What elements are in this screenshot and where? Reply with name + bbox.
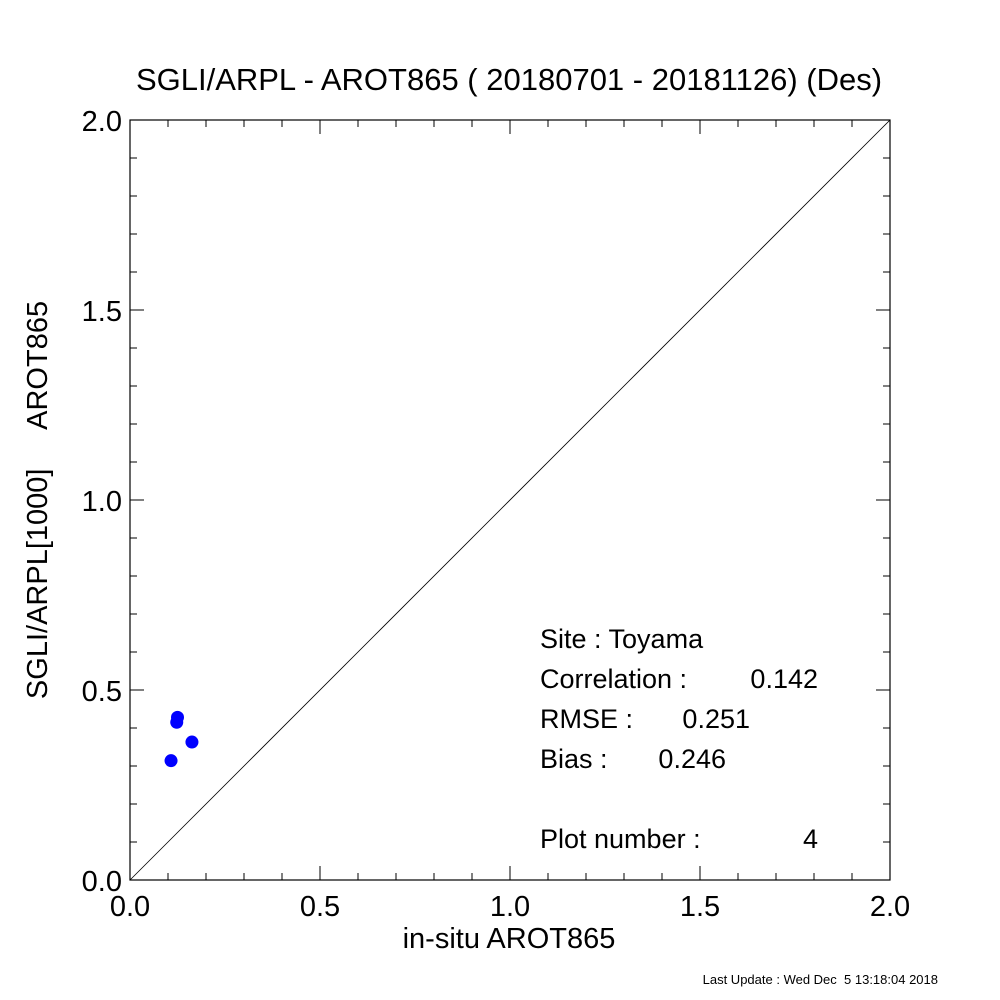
y-tick-label: 0.0 [82,866,122,898]
stats-value: 0.246 [658,744,726,774]
data-point [185,735,199,749]
last-update-footer: Last Update : Wed Dec 5 13:18:04 2018 [702,972,938,987]
stats-value: 0.142 [750,664,818,694]
stats-label: Correlation : [540,664,687,694]
data-point [164,754,178,768]
stats-label: RMSE : [540,704,633,734]
stats-label: Bias : [540,744,608,774]
chart-title: SGLI/ARPL - AROT865 ( 20180701 - 2018112… [136,62,882,97]
stats-panel: Site : Toyama Correlation : 0.142 RMSE : 0.2… [540,624,818,854]
tick-labels: 0.0 0.5 1.0 1.5 2.0 0.0 0.5 1.0 1.5 2.0 [82,106,910,923]
y-tick-label: 2.0 [82,106,122,138]
y-axis-label: SGLI/ARPL[1000] AROT865 [22,301,54,699]
x-tick-label: 0.0 [110,891,150,923]
stats-value: 4 [803,824,818,854]
data-points [164,710,199,768]
y-tick-label: 0.5 [82,676,122,708]
x-axis-label: in-situ AROT865 [403,923,616,955]
plot-area [129,119,891,881]
x-tick-label: 1.0 [490,891,530,923]
y-tick-label: 1.5 [82,296,122,328]
data-point [170,715,184,729]
x-tick-label: 0.5 [300,891,340,923]
stats-label: Plot number : [540,824,701,854]
axis-ticks [129,119,891,881]
stats-label: Site : Toyama [540,624,704,654]
y-tick-label: 1.0 [82,486,122,518]
x-tick-label: 2.0 [870,891,910,923]
stats-value: 0.251 [682,704,750,734]
identity-line [129,119,891,881]
x-tick-label: 1.5 [680,891,720,923]
